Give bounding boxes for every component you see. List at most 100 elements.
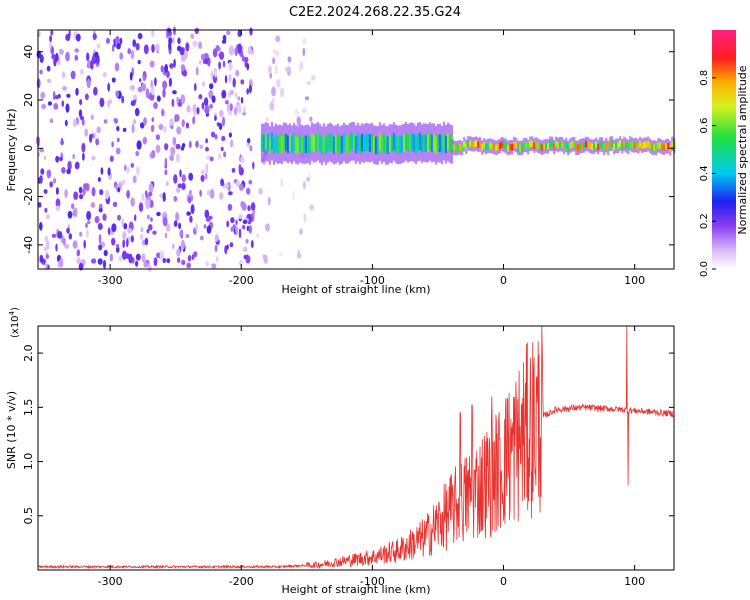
spectrogram-cell bbox=[523, 141, 526, 149]
spectrogram-cell bbox=[143, 117, 147, 126]
spectrogram-cell bbox=[65, 33, 71, 42]
spectrogram-cell bbox=[98, 244, 103, 251]
spectrogram-cell bbox=[121, 218, 124, 228]
spectrogram-cell bbox=[214, 69, 217, 78]
spectrogram-cell bbox=[525, 141, 528, 149]
spectrogram-cell bbox=[547, 143, 550, 150]
spectrogram-cell bbox=[203, 53, 209, 59]
spectrogram-cell bbox=[187, 196, 192, 204]
spectrogram-cell bbox=[209, 188, 215, 199]
spectrogram-cell bbox=[176, 257, 181, 263]
spectrogram-cell bbox=[176, 153, 180, 163]
spectrogram-cell bbox=[165, 223, 171, 232]
spectrogram-cell bbox=[320, 137, 324, 155]
spectrogram-cell bbox=[149, 152, 153, 159]
spectrogram-cell bbox=[150, 217, 153, 222]
spectrogram-cell bbox=[237, 96, 241, 101]
spectrogram-cell bbox=[609, 140, 612, 147]
spectrogram-cell bbox=[250, 202, 256, 211]
spectrogram-cell bbox=[130, 197, 135, 207]
spectrogram-cell bbox=[228, 45, 235, 56]
spectrogram-cell bbox=[40, 168, 45, 175]
spectrogram-cell bbox=[537, 142, 540, 150]
spectrogram-cell bbox=[175, 212, 180, 222]
spectrogram-cell bbox=[140, 226, 144, 233]
spectrogram-cell bbox=[119, 37, 123, 45]
spectrogram-cell bbox=[188, 172, 194, 181]
spectrogram-cell bbox=[272, 57, 276, 65]
spectrogram-cell bbox=[269, 101, 275, 111]
spectrogram-cell bbox=[154, 77, 157, 87]
spectrogram-cell bbox=[181, 182, 186, 190]
spectrogram-cell bbox=[252, 210, 256, 215]
spectrogram-cell bbox=[241, 55, 245, 62]
spectrogram-cell bbox=[306, 135, 310, 153]
spectrogram-cell bbox=[164, 232, 168, 239]
spectrogram-cell bbox=[519, 144, 522, 152]
snr-panel: -300 -200 -100 0 100 0.5 1.0 1.5 2.0 Height of s… bbox=[5, 307, 675, 596]
spectrogram-cell bbox=[214, 244, 218, 252]
spectrogram-cell bbox=[132, 39, 136, 47]
spectrogram-cell bbox=[159, 250, 164, 260]
spectrogram-cell bbox=[302, 136, 306, 154]
spectrogram-cell bbox=[186, 262, 191, 269]
spectrogram-cell bbox=[358, 136, 362, 154]
spectrogram-cell bbox=[368, 134, 372, 152]
spectrogram-cell bbox=[74, 48, 79, 53]
spectrogram-cell bbox=[641, 142, 644, 150]
spectrogram-cell bbox=[248, 84, 252, 94]
spectrogram-cell bbox=[179, 47, 185, 56]
spectrogram-cell bbox=[406, 134, 410, 152]
spectrogram-cell bbox=[224, 182, 229, 189]
spectrogram-cell bbox=[129, 85, 134, 91]
spectrogram-cell bbox=[448, 134, 452, 153]
spectrogram-cell bbox=[338, 136, 342, 155]
spectrogram-cell bbox=[567, 144, 570, 152]
spectrogram-cell bbox=[258, 188, 263, 195]
spectrogram-cell bbox=[43, 246, 48, 252]
spectrogram-cell bbox=[214, 134, 218, 140]
spectrogram-x-axis-label: Height of straight line (km) bbox=[281, 283, 430, 296]
snr-y-tick-label: 0.5 bbox=[22, 507, 35, 525]
spectrogram-cell bbox=[591, 143, 594, 150]
spectrogram-cell bbox=[621, 142, 624, 150]
spectrogram-cell bbox=[300, 135, 304, 153]
spectrogram-cell bbox=[294, 135, 298, 154]
spectrogram-cell bbox=[162, 192, 166, 202]
spectrogram-cell bbox=[529, 140, 532, 148]
snr-series-line bbox=[37, 325, 675, 570]
spectrogram-cell bbox=[172, 90, 177, 95]
spectrogram-cell bbox=[302, 47, 306, 57]
spectrogram-cell bbox=[229, 242, 234, 248]
spectrogram-cell bbox=[93, 86, 98, 96]
spectrogram-cell bbox=[55, 155, 60, 163]
spectrogram-cell bbox=[503, 142, 506, 149]
spectrogram-cell bbox=[575, 144, 578, 151]
spectrogram-cell bbox=[172, 36, 175, 44]
spectrogram-cell bbox=[47, 101, 53, 106]
spectrogram-cell bbox=[156, 95, 161, 102]
spectrogram-cell bbox=[517, 144, 520, 152]
spectrogram-cell bbox=[263, 257, 268, 264]
spectrogram-cell bbox=[294, 108, 299, 117]
spectrogram-cell bbox=[144, 237, 149, 246]
spectrogram-cell bbox=[61, 167, 66, 174]
spectrogram-cell bbox=[161, 108, 165, 117]
spectrogram-cell bbox=[398, 136, 402, 154]
spectrogram-cell bbox=[122, 127, 127, 132]
snr-y-tick-label: 1.0 bbox=[22, 453, 35, 471]
spectrogram-cell bbox=[51, 233, 57, 238]
spectrogram-cell bbox=[309, 116, 313, 122]
spectrogram-cell bbox=[242, 224, 246, 230]
spectrogram-cell bbox=[111, 77, 116, 83]
spectrogram-cell bbox=[272, 49, 277, 54]
spectrogram-cell bbox=[192, 116, 196, 125]
spectrogram-cell bbox=[190, 33, 195, 39]
spectrogram-cell bbox=[43, 189, 48, 194]
spectrogram-cell bbox=[286, 135, 290, 153]
spectrogram-cell bbox=[222, 116, 225, 127]
spectrogram-cell bbox=[219, 51, 225, 60]
spectrogram-cell bbox=[194, 83, 197, 92]
spectrogram-y-tick-label: 40 bbox=[22, 45, 35, 59]
spectrogram-cell bbox=[227, 203, 233, 211]
